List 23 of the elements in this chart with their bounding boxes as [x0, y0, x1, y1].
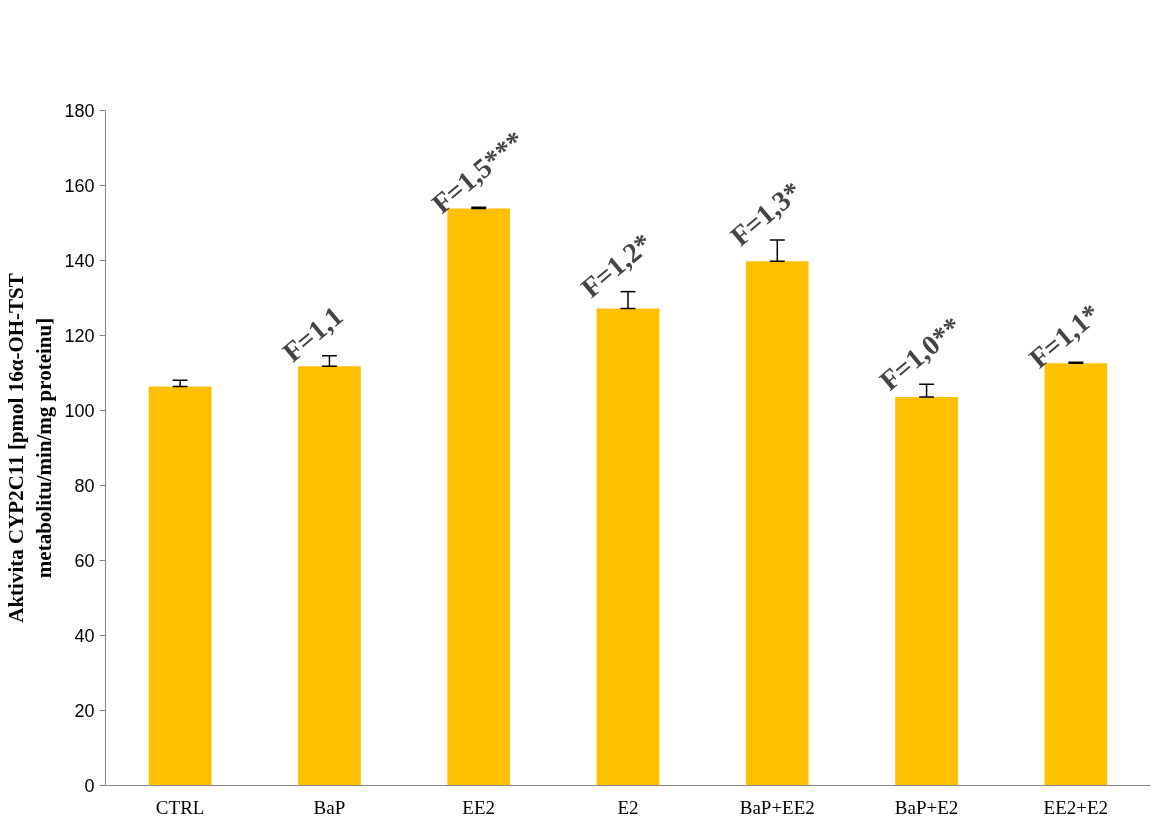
bar — [745, 261, 809, 786]
x-tick-label: E2 — [617, 796, 639, 818]
x-tick-label: BaP+E2 — [894, 796, 959, 818]
x-tick-label: EE2 — [462, 796, 496, 818]
y-tick-label: 80 — [74, 476, 95, 496]
bar — [895, 397, 958, 786]
y-tick-label: 0 — [84, 776, 95, 796]
y-tick-label: 120 — [64, 326, 95, 346]
x-tick-label: EE2+E2 — [1043, 796, 1109, 818]
x-tick-label: CTRL — [155, 796, 205, 818]
y-tick-label: 60 — [74, 551, 95, 571]
y-axis-title: Aktivita CYP2C11 [pmol 16α-OH-TST metabolitu/min/mg proteinu] — [3, 273, 57, 623]
bar — [148, 386, 212, 786]
x-tick-label: BaP — [313, 796, 346, 818]
y-tick-label: 180 — [64, 101, 95, 121]
bar — [298, 366, 361, 786]
y-tick-label: 140 — [64, 251, 95, 271]
bar — [596, 308, 660, 786]
y-tick-label: 160 — [64, 176, 95, 196]
y-tick-label: 100 — [64, 401, 95, 421]
x-tick-label: BaP+EE2 — [739, 796, 815, 818]
y-tick-label: 40 — [74, 626, 95, 646]
y-tick-label: 20 — [74, 701, 95, 721]
